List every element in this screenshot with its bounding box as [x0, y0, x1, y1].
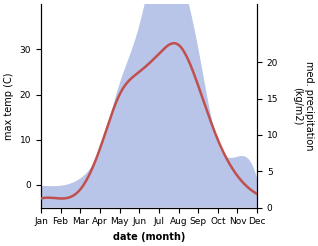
Y-axis label: med. precipitation
(kg/m2): med. precipitation (kg/m2) [292, 61, 314, 151]
X-axis label: date (month): date (month) [113, 232, 185, 242]
Y-axis label: max temp (C): max temp (C) [4, 72, 14, 140]
